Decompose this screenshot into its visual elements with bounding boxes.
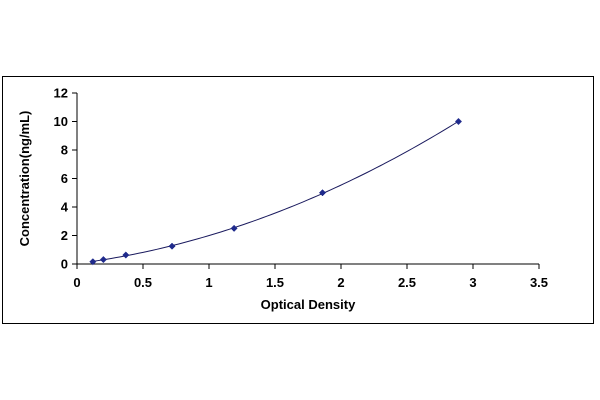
data-point <box>168 242 176 250</box>
trend-curve-layer <box>92 120 459 262</box>
x-axis-title: Optical Density <box>261 297 356 312</box>
data-point <box>454 117 463 126</box>
data-points <box>89 117 463 266</box>
x-tick-label: 1 <box>205 275 212 290</box>
x-tick-label: 2 <box>337 275 344 290</box>
data-point <box>230 224 238 232</box>
data-point <box>122 251 130 259</box>
data-point <box>99 256 107 264</box>
chart-axes: 0 2 4 6 8 10 12 0 0.5 1 1.5 2 2.5 3 3.5 <box>54 86 549 291</box>
x-tick-label: 3.5 <box>530 275 548 290</box>
y-tick-label: 12 <box>54 86 68 101</box>
chart-frame: 0 2 4 6 8 10 12 0 0.5 1 1.5 2 2.5 3 3.5 Optical Densit… <box>2 76 594 324</box>
data-point <box>89 258 97 266</box>
trend-curve <box>92 120 459 262</box>
y-tick-label: 2 <box>61 228 68 243</box>
x-tick-label: 2.5 <box>398 275 416 290</box>
data-point <box>318 189 327 197</box>
y-tick-label: 6 <box>61 171 68 186</box>
y-tick-label: 4 <box>61 200 69 215</box>
y-tick-label: 10 <box>54 114 68 129</box>
x-tick-label: 0 <box>73 275 80 290</box>
x-tick-label: 3 <box>469 275 476 290</box>
axis-labels: Optical Density Concentration(ng/mL) <box>17 111 356 312</box>
y-axis-title: Concentration(ng/mL) <box>17 111 32 247</box>
chart-svg: 0 2 4 6 8 10 12 0 0.5 1 1.5 2 2.5 3 3.5 Optical Densit… <box>17 86 549 313</box>
x-tick-label: 1.5 <box>266 275 284 290</box>
y-tick-label: 8 <box>61 143 68 158</box>
y-tick-label: 0 <box>61 257 68 272</box>
x-tick-label: 0.5 <box>134 275 152 290</box>
